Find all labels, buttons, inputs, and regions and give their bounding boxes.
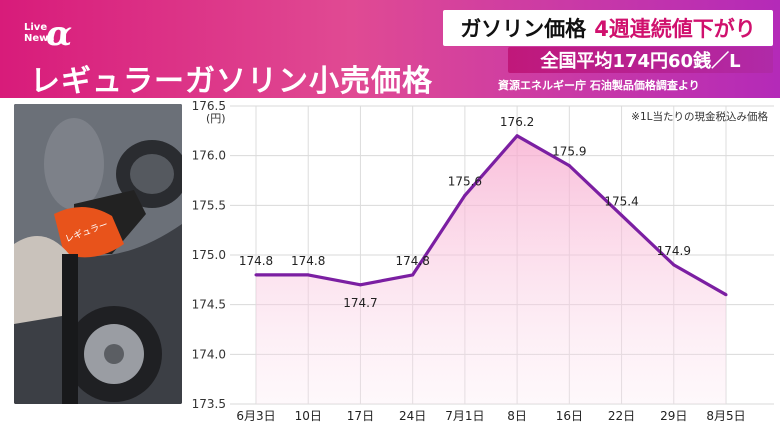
fuel-nozzle-illustration: レギュラー — [14, 104, 182, 404]
data-point — [411, 273, 415, 277]
x-tick-label: 8月5日 — [706, 409, 745, 423]
y-tick-label: 176.5 — [192, 99, 226, 113]
data-point — [620, 213, 624, 217]
data-point — [672, 263, 676, 267]
data-label: 174.7 — [343, 296, 377, 310]
data-label: 174.8 — [239, 254, 273, 268]
y-tick-label: 174.5 — [192, 298, 226, 312]
average-price-badge: 全国平均174円60銭／L — [508, 47, 773, 73]
data-point — [358, 283, 362, 287]
x-tick-label: 24日 — [399, 409, 426, 423]
data-point — [515, 134, 519, 138]
y-tick-label: 175.5 — [192, 198, 226, 212]
price-line — [256, 134, 727, 297]
headline-main: ガソリン価格 — [460, 17, 587, 41]
line-chart-svg: 173.5 174.0 174.5 175.0 175.5 176.0 176.5 6月3日… — [192, 99, 774, 423]
y-tick-label: 174.0 — [192, 347, 226, 361]
channel-logo: α Live News — [10, 10, 72, 54]
x-tick-label: 7月1日 — [445, 409, 484, 423]
data-point — [724, 293, 728, 297]
data-point — [567, 164, 571, 168]
x-tick-label: 17日 — [347, 409, 374, 423]
logo-text: Live News — [24, 22, 55, 44]
data-label: 175.4 — [604, 194, 638, 208]
x-tick-label: 16日 — [556, 409, 583, 423]
y-tick-label: 173.5 — [192, 397, 226, 411]
data-label: 174.9 — [657, 244, 691, 258]
x-tick-label: 6月3日 — [236, 409, 275, 423]
price-chart: 173.5 174.0 174.5 175.0 175.5 176.0 176.5 6月3日… — [186, 98, 780, 438]
fuel-nozzle-photo: レギュラー — [14, 104, 182, 404]
data-point — [254, 273, 258, 277]
headline-box: ガソリン価格 4週連続値下がり — [443, 10, 773, 46]
headline-accent: 4週連続値下がり — [594, 17, 756, 41]
data-label: 175.6 — [448, 174, 482, 188]
data-label: 174.8 — [291, 254, 325, 268]
x-tick-label: 29日 — [660, 409, 687, 423]
data-label: 176.2 — [500, 115, 534, 129]
area-fill — [256, 135, 726, 405]
data-label: 175.9 — [552, 145, 586, 159]
data-label: 174.8 — [395, 254, 429, 268]
chart-note: ※1L当たりの現金税込み価格 — [631, 110, 768, 123]
logo-alpha-icon: α — [46, 14, 73, 54]
data-point — [463, 193, 467, 197]
y-tick-label: 176.0 — [192, 149, 226, 163]
page-title: レギュラーガソリン小売価格 — [30, 64, 433, 99]
x-tick-label: 8日 — [507, 409, 527, 423]
y-tick-label: 175.0 — [192, 248, 226, 262]
y-axis-unit: (円) — [206, 112, 226, 125]
x-tick-label: 22日 — [608, 409, 635, 423]
source-note: 資源エネルギー庁 石油製品価格調査より — [498, 79, 700, 92]
x-tick-label: 10日 — [295, 409, 322, 423]
data-point — [306, 273, 310, 277]
